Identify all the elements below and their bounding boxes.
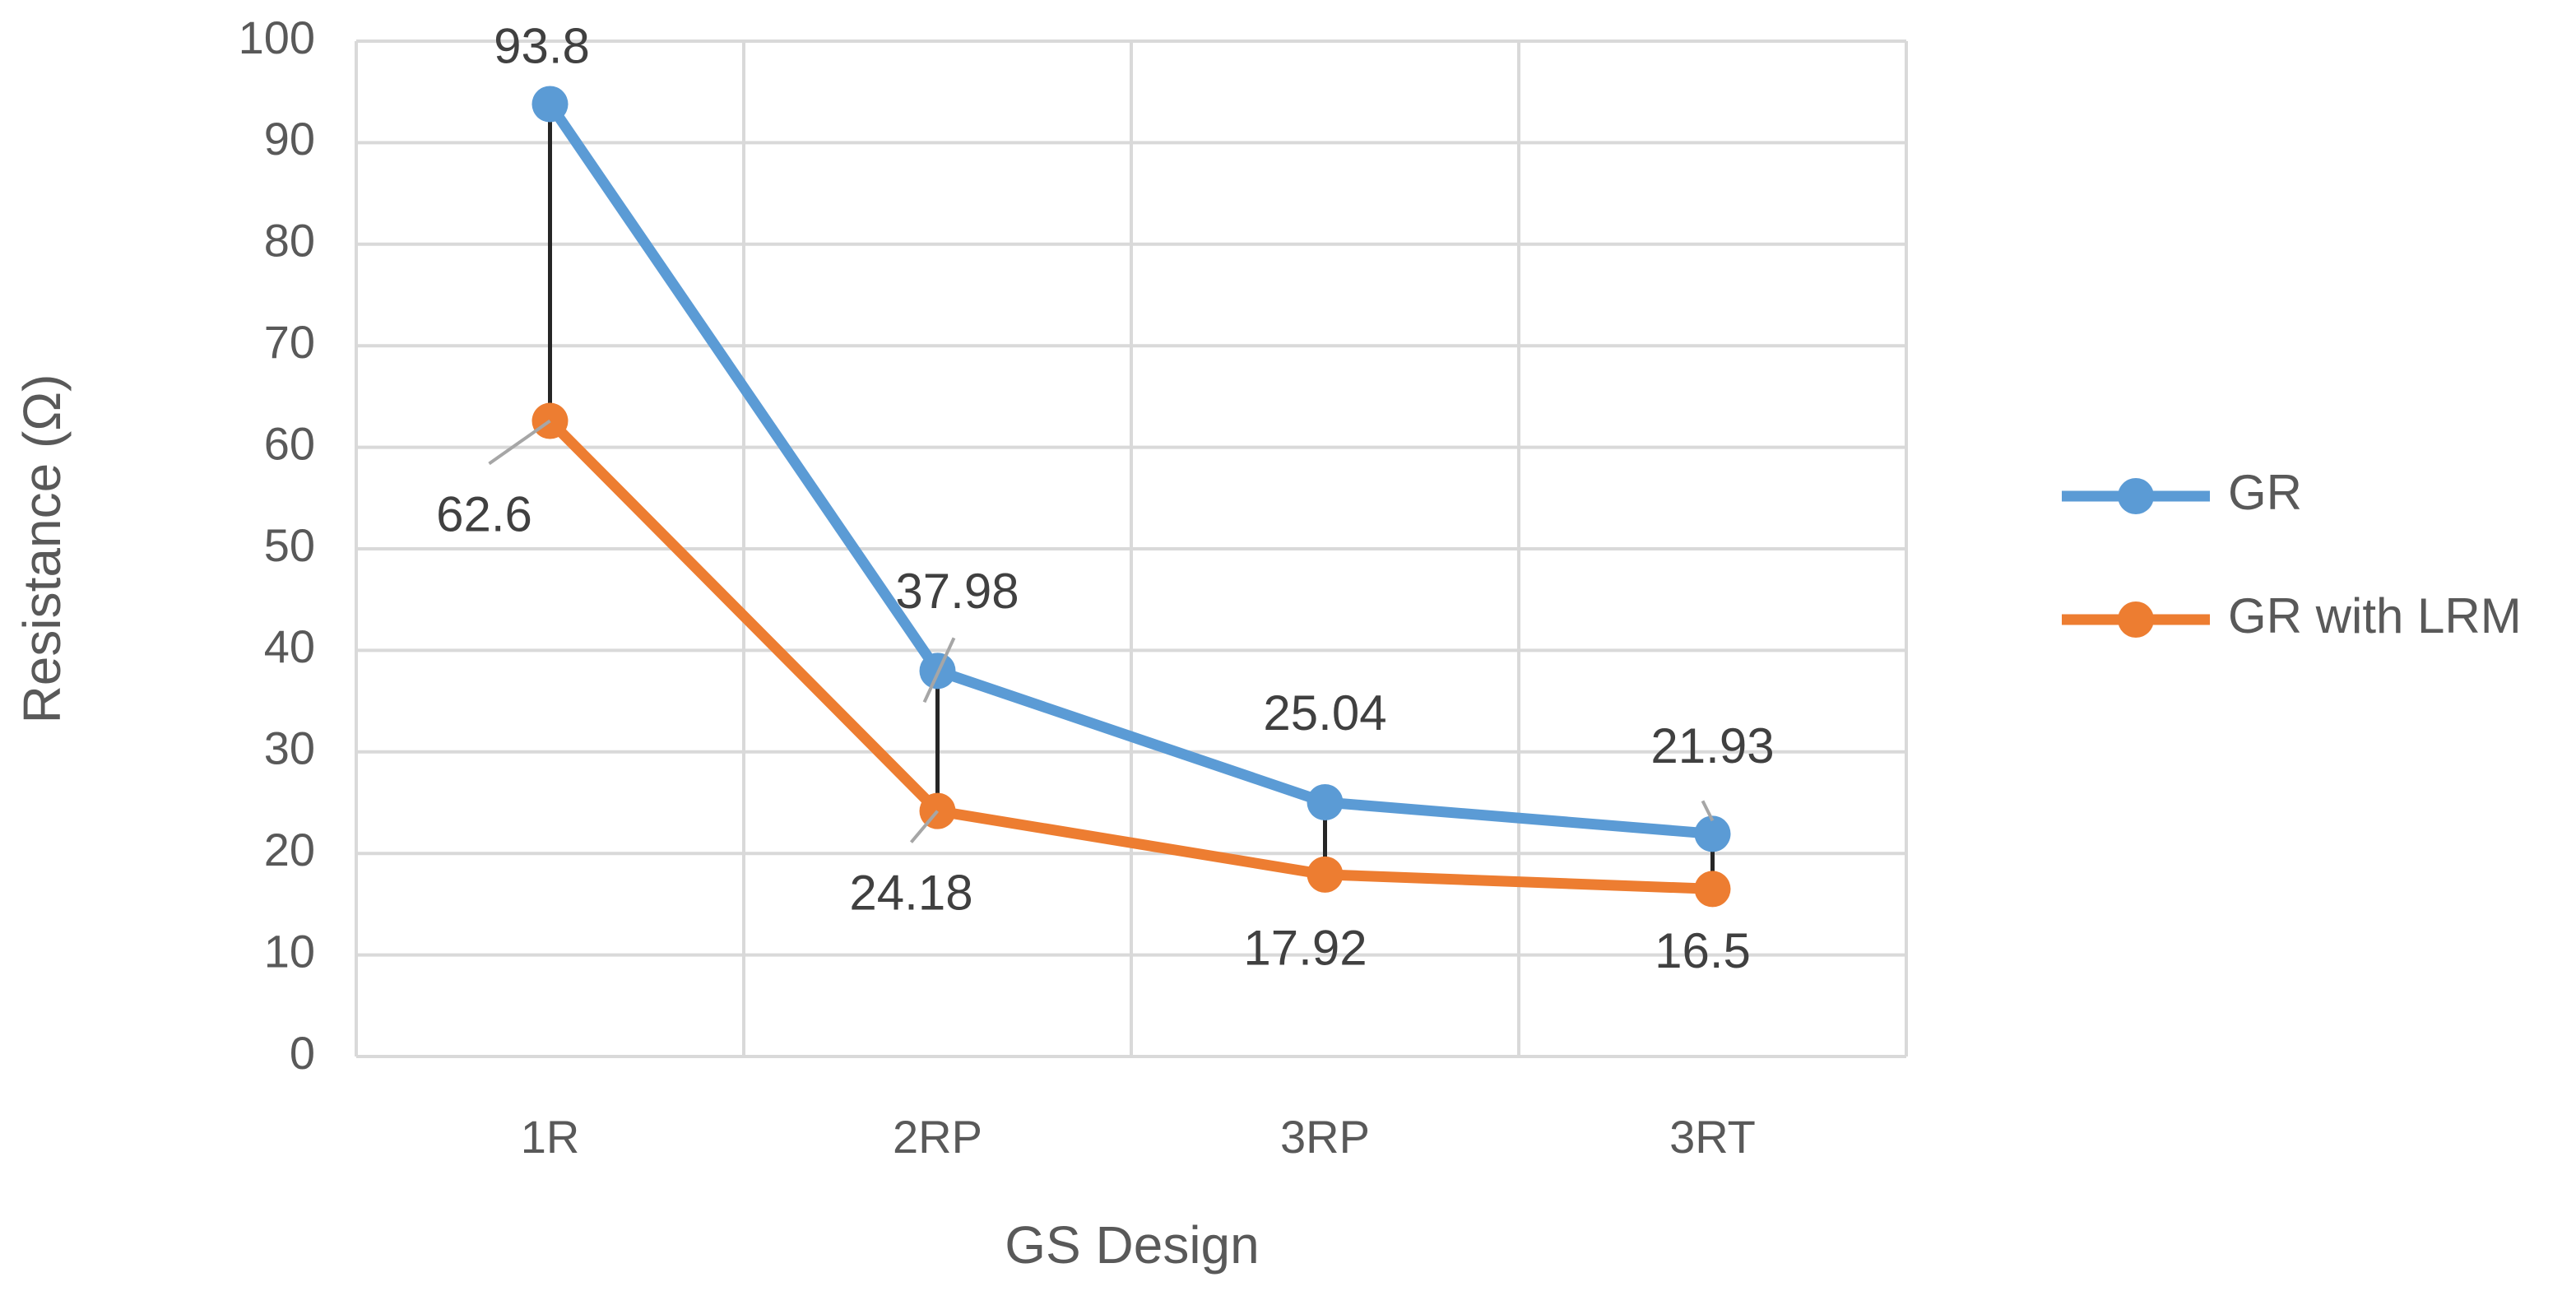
x-axis-title: GS Design <box>1005 1215 1259 1275</box>
legend-marker <box>2118 601 2154 638</box>
x-tick-label: 1R <box>521 1111 580 1163</box>
leader-line <box>488 419 551 466</box>
y-tick-label: 60 <box>264 417 315 469</box>
marker <box>1307 784 1344 821</box>
y-tick-label: 80 <box>264 215 315 267</box>
y-tick-label: 0 <box>290 1027 315 1079</box>
series-line <box>545 100 1714 839</box>
data-label: 17.92 <box>1243 921 1367 976</box>
marker <box>1694 871 1731 908</box>
data-label: 25.04 <box>1263 685 1386 741</box>
marker <box>1307 856 1344 893</box>
y-tick-label: 70 <box>264 316 315 368</box>
data-label: 93.8 <box>494 18 590 73</box>
series-line <box>545 416 1713 894</box>
data-label: 16.5 <box>1655 923 1751 978</box>
marker <box>1694 815 1731 852</box>
data-label: 37.98 <box>895 564 1019 619</box>
leader-line <box>909 810 940 843</box>
y-tick-label: 40 <box>264 620 315 672</box>
y-tick-label: 20 <box>264 824 315 875</box>
y-tick-label: 10 <box>264 925 315 977</box>
y-tick-label: 90 <box>264 113 315 165</box>
legend-label: GR <box>2228 465 2302 520</box>
data-label: 21.93 <box>1650 718 1774 773</box>
leader-line <box>1701 800 1715 822</box>
legend-label: GR with LRM <box>2228 588 2522 643</box>
x-tick-label: 2RP <box>893 1111 982 1163</box>
data-label: 62.6 <box>436 486 532 541</box>
legend-marker <box>2118 478 2154 514</box>
y-axis-title: Resistance (Ω) <box>12 374 72 724</box>
data-label: 24.18 <box>849 865 972 920</box>
x-tick-label: 3RT <box>1669 1111 1756 1163</box>
marker <box>531 402 569 439</box>
marker <box>531 86 569 123</box>
y-tick-label: 30 <box>264 722 315 774</box>
y-tick-label: 50 <box>264 519 315 571</box>
leader-line <box>922 637 956 704</box>
x-tick-label: 3RP <box>1280 1111 1370 1163</box>
y-tick-label: 100 <box>239 12 315 63</box>
